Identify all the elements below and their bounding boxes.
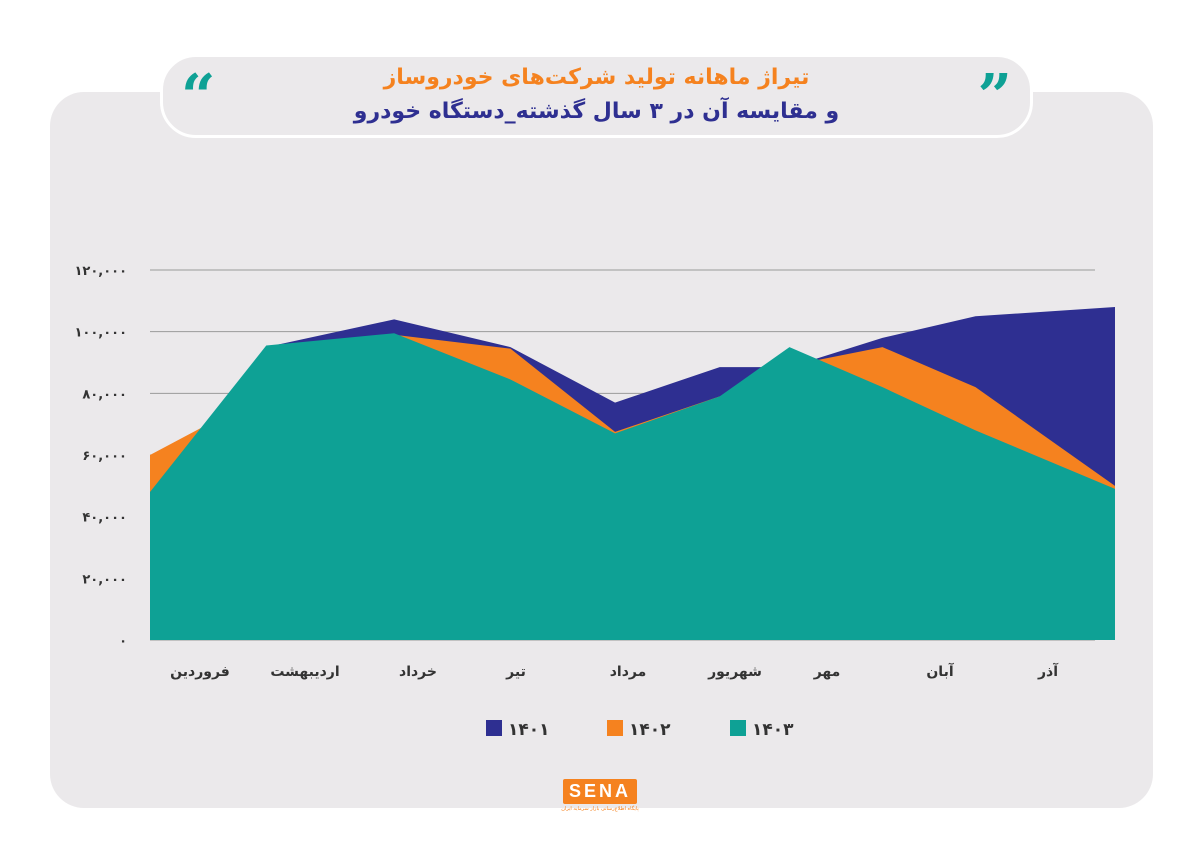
chart-subtitle: و مقایسه آن در ۳ سال گذشته_دستگاه خودرو — [353, 99, 840, 124]
legend-swatch — [607, 720, 623, 736]
y-tick-label: ۶۰,۰۰۰ — [82, 449, 127, 464]
area-series-3 — [150, 333, 1115, 640]
chart-title: تیراژ ماهانه تولید شرکت‌های خودروساز — [383, 65, 810, 90]
x-tick-label: آبان — [926, 662, 954, 680]
sena-logo: SENA پایگاه اطلاع‌رسانی بازار سرمایه ایر… — [554, 779, 646, 819]
legend-item: ۱۴۰۲ — [607, 720, 671, 740]
y-tick-label: ۸۰,۰۰۰ — [82, 387, 127, 402]
quote-open-icon: “ — [181, 62, 216, 132]
x-tick-label: خرداد — [399, 664, 437, 680]
y-tick-label: ۴۰,۰۰۰ — [82, 511, 127, 526]
x-tick-label: فروردین — [170, 664, 230, 680]
legend-label: ۱۴۰۱ — [508, 720, 550, 740]
logo-subtitle: پایگاه اطلاع‌رسانی بازار سرمایه ایران — [561, 806, 639, 812]
title-banner: “ ” تیراژ ماهانه تولید شرکت‌های خودروساز… — [160, 54, 1033, 138]
quote-close-icon: ” — [977, 62, 1012, 132]
legend-swatch — [486, 720, 502, 736]
legend-item: ۱۴۰۳ — [730, 720, 794, 740]
x-tick-label: تیر — [505, 664, 526, 680]
legend-item: ۱۴۰۱ — [486, 720, 550, 740]
y-tick-label: ۰ — [119, 634, 127, 649]
x-tick-label: آذر — [1037, 662, 1059, 680]
legend-label: ۱۴۰۳ — [752, 720, 794, 740]
x-tick-label: شهریور — [707, 664, 762, 680]
legend-swatch — [730, 720, 746, 736]
y-tick-label: ۱۰۰,۰۰۰ — [74, 326, 127, 341]
y-tick-label: ۱۲۰,۰۰۰ — [74, 264, 127, 279]
x-tick-label: مهر — [813, 664, 841, 680]
x-tick-label: مرداد — [610, 664, 647, 680]
y-tick-label: ۲۰,۰۰۰ — [82, 572, 127, 587]
logo-text: SENA — [562, 779, 637, 804]
legend-label: ۱۴۰۲ — [629, 720, 671, 740]
x-tick-label: اردیبهشت — [270, 664, 339, 680]
